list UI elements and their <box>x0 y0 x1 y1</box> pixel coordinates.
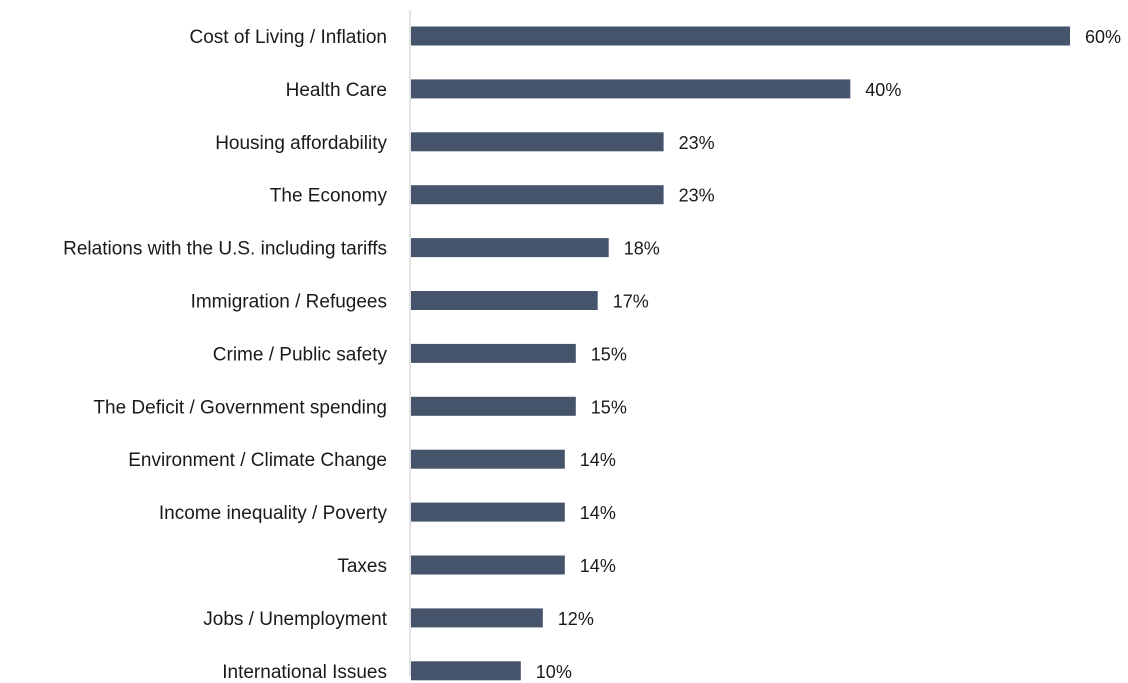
value-labels-group: 60% 40% 23% 23% 18% 17% 15% 15% 14% 14% 14% 12% 10% <box>536 27 1121 682</box>
category-label-6: Crime / Public safety <box>213 344 388 365</box>
value-label-11: 12% <box>558 609 594 629</box>
category-label-0: Cost of Living / Inflation <box>190 27 388 48</box>
category-label-8: Environment / Climate Change <box>128 450 387 471</box>
bar-3 <box>411 185 664 205</box>
value-label-5: 17% <box>613 292 649 312</box>
bar-2 <box>411 132 664 152</box>
category-label-9: Income inequality / Poverty <box>159 503 388 524</box>
value-label-4: 18% <box>624 239 660 259</box>
category-label-7: The Deficit / Government spending <box>93 397 387 418</box>
bar-8 <box>411 449 565 469</box>
category-label-4: Relations with the U.S. including tariff… <box>63 239 387 260</box>
value-label-8: 14% <box>580 450 616 470</box>
category-labels-group: Cost of Living / Inflation Health Care Hou… <box>63 27 388 683</box>
bar-5 <box>411 291 598 310</box>
bar-11 <box>411 608 543 628</box>
value-label-6: 15% <box>591 344 627 364</box>
bar-4 <box>411 238 609 258</box>
bar-1 <box>411 79 851 99</box>
bars-group <box>411 26 1070 681</box>
bar-10 <box>411 555 565 575</box>
category-label-1: Health Care <box>286 80 387 101</box>
bar-9 <box>411 502 565 522</box>
category-label-11: Jobs / Unemployment <box>203 609 387 630</box>
value-label-10: 14% <box>580 556 616 576</box>
value-label-0: 60% <box>1085 27 1121 47</box>
bar-0 <box>411 26 1070 46</box>
value-label-9: 14% <box>580 503 616 523</box>
bar-7 <box>411 396 576 416</box>
category-label-3: The Economy <box>270 186 388 207</box>
value-label-12: 10% <box>536 662 572 682</box>
bar-6 <box>411 343 576 363</box>
category-label-2: Housing affordability <box>215 133 387 154</box>
value-label-2: 23% <box>679 133 715 153</box>
value-label-7: 15% <box>591 397 627 417</box>
value-label-3: 23% <box>679 186 715 206</box>
bar-12 <box>411 661 521 681</box>
category-label-10: Taxes <box>337 556 387 577</box>
category-label-5: Immigration / Refugees <box>191 292 387 313</box>
value-label-1: 40% <box>865 80 901 100</box>
category-label-12: International Issues <box>222 662 387 683</box>
